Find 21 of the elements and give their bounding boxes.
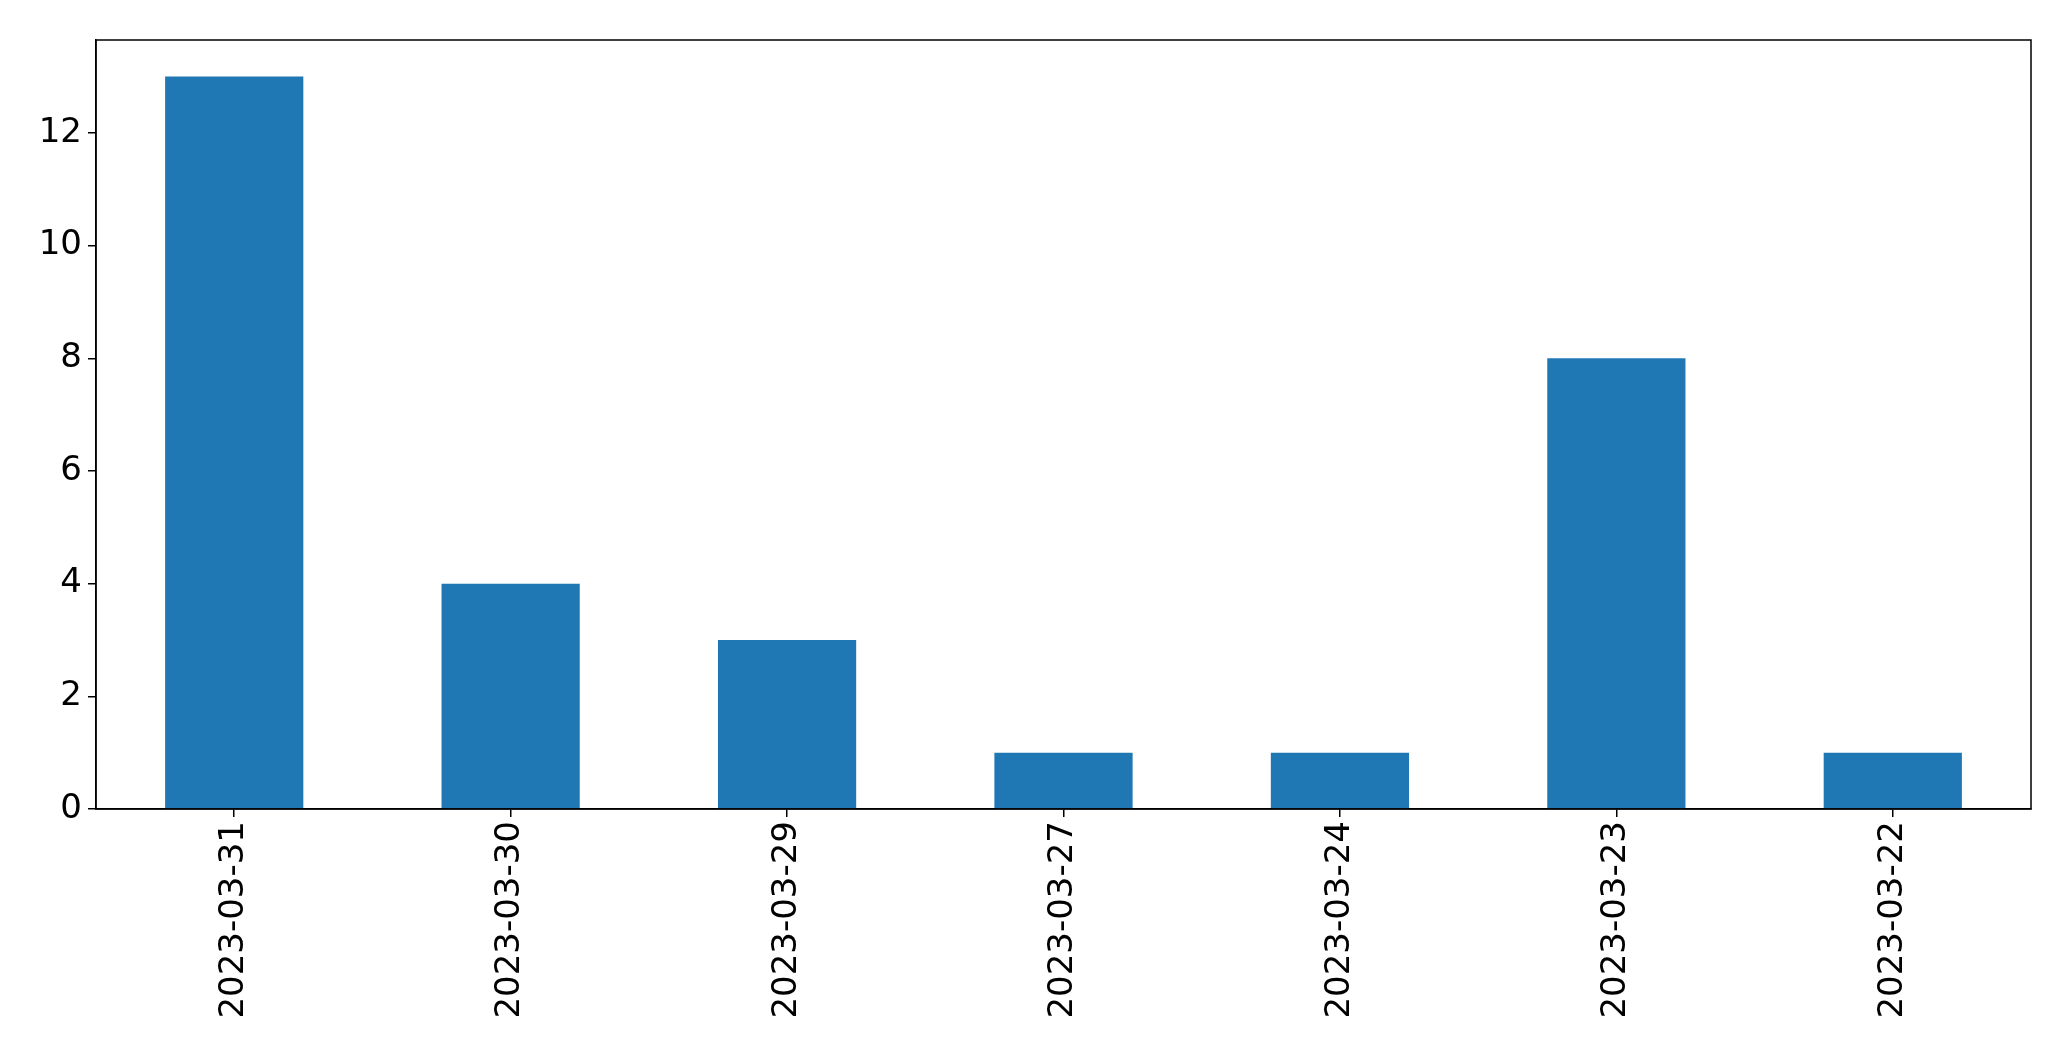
y-tick-label: 12: [38, 109, 82, 150]
bar: [1823, 752, 1962, 809]
bar: [717, 639, 857, 809]
bar: [1547, 358, 1686, 809]
x-tick-label: 2023-03-31: [211, 821, 252, 1019]
bar: [994, 752, 1133, 809]
y-tick-label: 6: [60, 447, 82, 488]
bar: [1270, 752, 1410, 809]
x-tick-label: 2023-03-29: [763, 821, 804, 1019]
y-tick-label: 4: [60, 560, 82, 601]
y-tick-label: 10: [38, 222, 82, 263]
y-tick-label: 2: [60, 673, 82, 714]
bar: [441, 583, 580, 809]
x-tick-label: 2023-03-24: [1316, 821, 1357, 1019]
bar: [165, 76, 304, 809]
x-tick-label: 2023-03-23: [1593, 821, 1634, 1019]
x-tick-label: 2023-03-22: [1869, 821, 1910, 1019]
y-tick-label: 8: [60, 335, 82, 376]
x-tick-label: 2023-03-30: [487, 821, 528, 1019]
x-tick-label: 2023-03-27: [1040, 821, 1081, 1019]
y-tick-label: 0: [60, 785, 82, 826]
